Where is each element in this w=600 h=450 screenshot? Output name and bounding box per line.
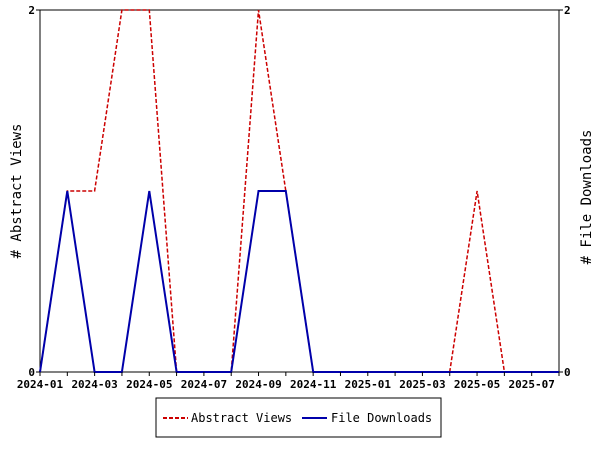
series-layer [39, 9, 559, 373]
x-tick-label: 2025-05 [454, 378, 500, 391]
y-axis-ticks: 0 2 0 2 [28, 4, 570, 379]
y-tick-label-left: 0 [28, 366, 35, 379]
legend-label-abstract-views: Abstract Views [191, 411, 292, 425]
plot-area [39, 9, 560, 373]
x-tick-label: 2024-01 [17, 378, 64, 391]
x-tick-label: 2024-05 [126, 378, 172, 391]
x-tick-label: 2025-03 [399, 378, 445, 391]
x-tick-label: 2024-07 [181, 378, 227, 391]
y-tick-label-right: 2 [564, 4, 571, 17]
x-tick-label: 2025-07 [509, 378, 555, 391]
x-tick-label: 2024-09 [235, 378, 281, 391]
x-tick-label: 2024-03 [71, 378, 117, 391]
x-axis-ticks: 2024-01 2024-03 2024-05 2024-07 2024-09 2024-… [17, 372, 560, 391]
x-tick-label: 2024-11 [290, 378, 337, 391]
series-line-file-downloads [39, 190, 559, 373]
left-axis-title: # Abstract Views [9, 124, 25, 259]
x-tick-label: 2025-01 [345, 378, 392, 391]
legend-label-file-downloads: File Downloads [331, 411, 432, 425]
right-axis-title: # File Downloads [579, 130, 595, 265]
y-tick-label-right: 0 [564, 366, 571, 379]
legend-box [155, 397, 442, 438]
y-tick-label-left: 2 [28, 4, 35, 17]
legend: Abstract Views File Downloads [155, 397, 442, 438]
